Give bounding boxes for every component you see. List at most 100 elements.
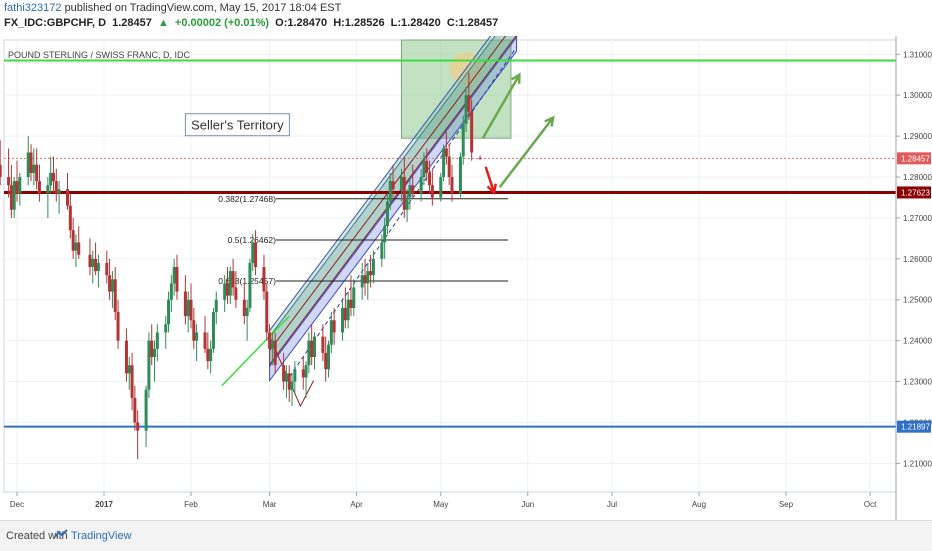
candle-body bbox=[425, 160, 429, 173]
candle bbox=[113, 267, 117, 321]
candle-body bbox=[402, 177, 406, 210]
candle bbox=[422, 152, 426, 186]
candle-body bbox=[26, 152, 30, 178]
candle bbox=[383, 217, 387, 259]
tradingview-link[interactable]: TradingView bbox=[71, 530, 132, 542]
candle-body bbox=[470, 111, 474, 153]
candle bbox=[385, 193, 389, 235]
candle-body bbox=[71, 230, 75, 251]
footer-bar: Created with TradingView bbox=[0, 520, 932, 551]
candle-body bbox=[15, 181, 19, 194]
candle-body bbox=[428, 172, 432, 186]
created-with-text: Created with bbox=[6, 530, 68, 542]
down-arrow-head bbox=[486, 183, 497, 196]
candle bbox=[124, 328, 128, 382]
candle bbox=[242, 283, 246, 325]
candle-body bbox=[458, 156, 462, 194]
candle-body bbox=[371, 258, 375, 276]
candle bbox=[175, 254, 179, 300]
candle bbox=[458, 152, 462, 198]
candle-body bbox=[234, 287, 238, 300]
candle-body bbox=[164, 324, 168, 333]
candle-body bbox=[206, 348, 210, 362]
candle-body bbox=[321, 336, 325, 353]
candle bbox=[312, 332, 316, 370]
price-label: 1.27623 bbox=[901, 188, 930, 197]
candle-body bbox=[133, 397, 137, 423]
candle bbox=[478, 155, 482, 160]
candle bbox=[68, 193, 72, 239]
candle bbox=[265, 283, 269, 341]
candle bbox=[391, 164, 395, 198]
candle bbox=[442, 144, 446, 182]
candle bbox=[77, 226, 81, 259]
candle-body bbox=[363, 275, 367, 284]
candle-body bbox=[231, 271, 235, 288]
candle bbox=[430, 168, 434, 206]
candle bbox=[310, 324, 314, 366]
candle-body bbox=[186, 299, 190, 317]
candle-body bbox=[282, 365, 286, 382]
candle-body bbox=[94, 258, 98, 272]
time-tick-label: May bbox=[433, 500, 448, 509]
candle bbox=[136, 410, 140, 460]
price-chart[interactable]: POUND STERLING / SWISS FRANC, D, IDC 0.3… bbox=[0, 36, 932, 520]
candle-body bbox=[304, 365, 308, 378]
price-label-box bbox=[897, 186, 931, 199]
candle bbox=[346, 291, 350, 329]
candle-body bbox=[248, 262, 252, 308]
candle-body bbox=[380, 242, 384, 259]
candle bbox=[91, 250, 95, 284]
candle bbox=[270, 332, 274, 366]
candle-body bbox=[144, 389, 148, 431]
candle bbox=[248, 258, 252, 313]
candle bbox=[74, 234, 78, 268]
candle-body bbox=[18, 177, 22, 194]
time-tick-label: Sep bbox=[779, 500, 794, 509]
up-arrow-1 bbox=[481, 72, 521, 139]
candle bbox=[192, 307, 196, 349]
author-link[interactable]: fathi323172 bbox=[4, 2, 62, 14]
chart-title: POUND STERLING / SWISS FRANC, D, IDC bbox=[8, 50, 191, 60]
candle-body bbox=[268, 332, 272, 349]
down-arrow-shaft bbox=[484, 166, 496, 193]
high-value: H:1.28526 bbox=[333, 17, 385, 29]
change-up-icon: ▲ bbox=[157, 17, 169, 29]
candle bbox=[360, 262, 364, 300]
candle-body bbox=[49, 172, 53, 186]
candle bbox=[349, 275, 353, 317]
candle bbox=[203, 316, 207, 353]
candle-body bbox=[430, 185, 434, 198]
candle-body bbox=[211, 312, 215, 349]
candle-body bbox=[74, 242, 78, 251]
candle-body bbox=[284, 373, 288, 382]
candle bbox=[470, 99, 474, 161]
up-arrow-1-shaft bbox=[481, 74, 521, 139]
candle bbox=[228, 267, 232, 304]
candle-body bbox=[329, 320, 333, 345]
candle-body bbox=[35, 164, 39, 182]
candle-body bbox=[51, 172, 55, 182]
candle bbox=[96, 254, 100, 288]
candle bbox=[108, 258, 112, 300]
annotation-text: Seller's Territory bbox=[191, 118, 284, 133]
candle-body bbox=[54, 181, 58, 194]
price-tick-label: 1.30000 bbox=[903, 91, 932, 100]
candle bbox=[329, 312, 333, 353]
candle-body bbox=[405, 197, 409, 210]
time-tick-label: Aug bbox=[692, 500, 706, 509]
price-tick-label: 1.29000 bbox=[903, 132, 932, 141]
candle-body bbox=[251, 242, 255, 263]
candle-body bbox=[195, 332, 199, 341]
candle bbox=[29, 144, 33, 182]
price-tick-label: 1.31000 bbox=[903, 50, 932, 59]
candle bbox=[369, 254, 373, 288]
candle bbox=[408, 177, 412, 210]
price-tick-label: 1.27000 bbox=[903, 214, 932, 223]
candle bbox=[88, 238, 92, 276]
candle bbox=[251, 234, 255, 272]
candle-body bbox=[464, 95, 468, 124]
candle bbox=[127, 357, 131, 390]
candle-body bbox=[225, 283, 229, 296]
candle-body bbox=[68, 205, 72, 231]
